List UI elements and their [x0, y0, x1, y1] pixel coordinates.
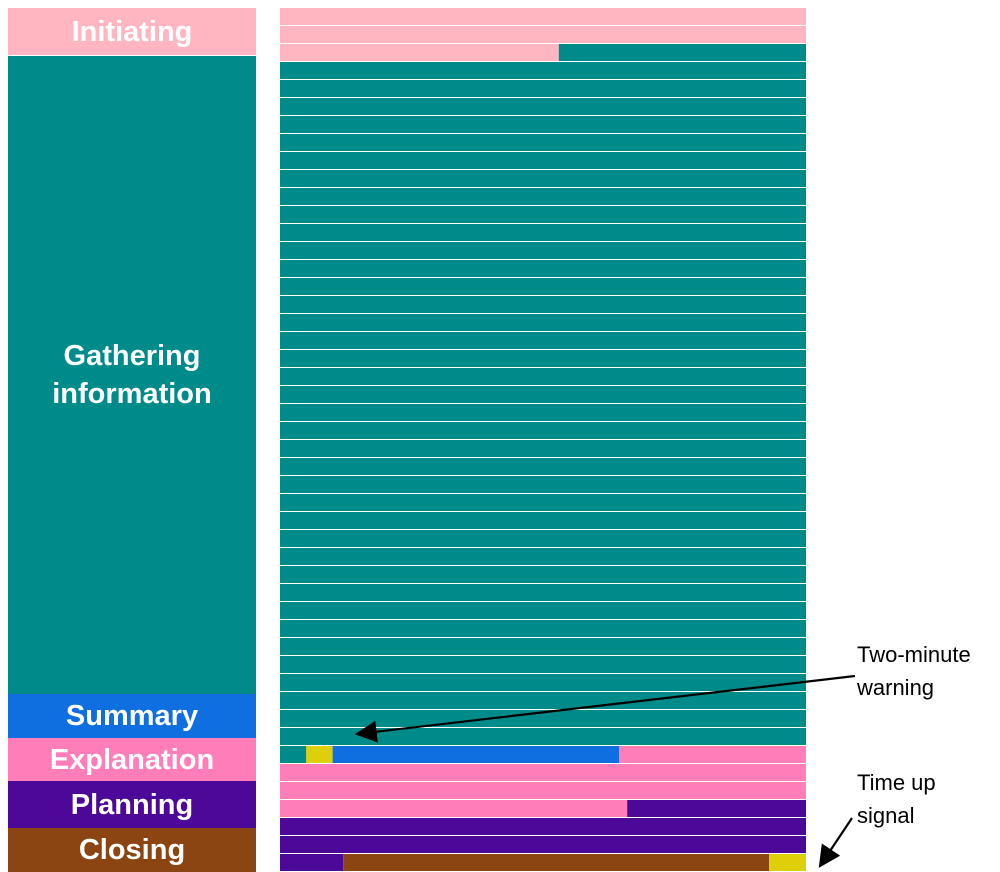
segment-gathering: [280, 476, 806, 493]
segment-explanation: [280, 800, 628, 817]
segment-gathering: [280, 638, 806, 655]
segment-gathering: [280, 692, 806, 709]
segment-explanation: [619, 746, 806, 763]
segment-gathering: [280, 728, 806, 745]
segment-gathering: [280, 350, 806, 367]
phase-label-explanation: Explanation: [8, 738, 256, 781]
segment-initiating: [280, 8, 806, 25]
segment-initiating: [280, 44, 559, 61]
segment-gathering: [280, 422, 806, 439]
segment-gathering: [280, 602, 806, 619]
segment-gathering: [280, 548, 806, 565]
segment-gathering: [280, 98, 806, 115]
phase-label-text: Initiating: [71, 15, 193, 48]
segment-initiating: [280, 26, 806, 43]
segment-explanation: [280, 764, 806, 781]
segment-gathering: [280, 224, 806, 241]
annotation-line: Time up: [857, 770, 936, 795]
segment-gathering: [280, 206, 806, 223]
segment-gathering: [280, 242, 806, 259]
segment-gathering: [280, 494, 806, 511]
segment-planning: [280, 854, 344, 871]
segment-gathering: [280, 296, 806, 313]
annotation-line: signal: [857, 803, 915, 828]
segment-gathering: [280, 332, 806, 349]
phase-label-text: Explanation: [49, 743, 215, 776]
two-minute-warning-annotation: Two-minute warning: [857, 638, 971, 704]
segment-planning: [627, 800, 806, 817]
segment-gathering: [280, 530, 806, 547]
segment-summary: [332, 746, 620, 763]
segment-gathering: [280, 440, 806, 457]
segment-gathering: [280, 386, 806, 403]
segment-gathering: [280, 80, 806, 97]
segment-gathering: [280, 152, 806, 169]
phase-label-text: Closing: [78, 834, 186, 866]
phase-label-summary: Summary: [8, 694, 256, 738]
segment-warning: [769, 854, 806, 871]
segment-gathering: [280, 746, 307, 763]
segment-gathering: [280, 458, 806, 475]
segment-planning: [280, 818, 806, 835]
segment-gathering: [280, 116, 806, 133]
phase-label-text: Planning: [70, 788, 194, 821]
segment-gathering: [280, 566, 806, 583]
segment-gathering: [280, 134, 806, 151]
phase-label-closing: Closing: [8, 828, 256, 872]
segment-gathering: [280, 260, 806, 277]
time-up-signal-annotation: Time up signal: [857, 766, 936, 832]
segment-warning: [306, 746, 333, 763]
segment-gathering: [280, 188, 806, 205]
phase-label-text: Gathering information: [52, 340, 212, 410]
phase-label-initiating: Initiating: [8, 8, 256, 55]
segment-gathering: [280, 656, 806, 673]
annotation-line: Two-minute: [857, 642, 971, 667]
segment-gathering: [280, 368, 806, 385]
segment-gathering: [280, 620, 806, 637]
segment-gathering: [280, 170, 806, 187]
segment-gathering: [280, 314, 806, 331]
segment-closing: [343, 854, 770, 871]
segment-gathering: [280, 512, 806, 529]
segment-gathering: [280, 674, 806, 691]
segment-gathering: [280, 278, 806, 295]
segment-gathering: [280, 710, 806, 727]
phase-label-planning: Planning: [8, 781, 256, 828]
segment-gathering: [558, 44, 806, 61]
phase-label-gathering: Gathering information: [8, 56, 256, 694]
annotation-line: warning: [857, 675, 935, 700]
segment-planning: [280, 836, 806, 853]
segment-gathering: [280, 404, 806, 421]
segment-explanation: [280, 782, 806, 799]
segment-gathering: [280, 62, 806, 79]
phase-label-text: Summary: [65, 700, 199, 732]
segment-gathering: [280, 584, 806, 601]
